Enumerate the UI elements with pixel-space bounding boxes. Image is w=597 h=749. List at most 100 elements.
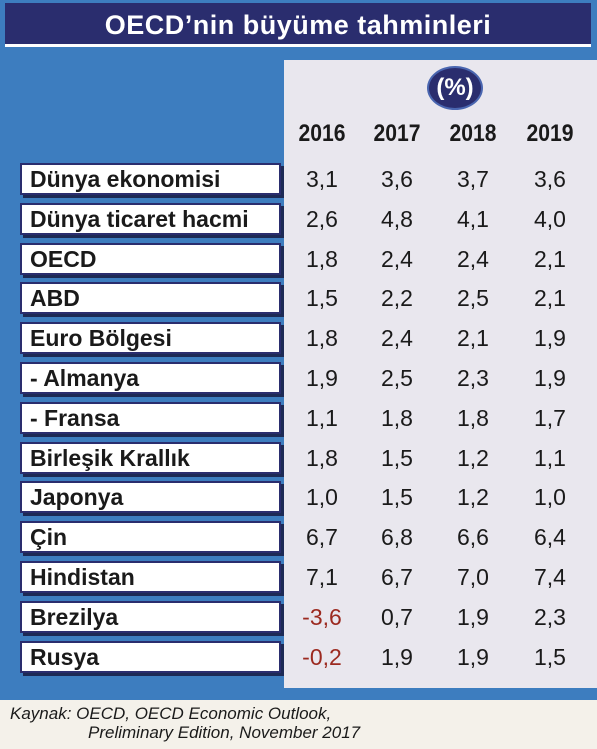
table-cell: 1,8 <box>381 404 413 431</box>
table-cell: 2,4 <box>381 245 413 272</box>
table-cell: 1,0 <box>534 484 566 511</box>
table-cell: 2,6 <box>306 205 338 232</box>
table-row: Birleşik Krallık 1,8 1,5 1,2 1,1 <box>0 439 597 479</box>
year-2018: 2018 <box>449 120 497 147</box>
table-cell: 6,8 <box>381 524 413 551</box>
source-note: Kaynak: OECD, OECD Economic Outlook, Pre… <box>10 704 360 742</box>
table-cell: 6,6 <box>457 524 489 551</box>
table-cell: 4,0 <box>534 205 566 232</box>
table-cell: 1,1 <box>534 444 566 471</box>
table-cell: 1,8 <box>306 325 338 352</box>
table-row: - Almanya 1,9 2,5 2,3 1,9 <box>0 359 597 399</box>
row-label-box: OECD <box>20 242 281 275</box>
row-label: Birleşik Krallık <box>30 444 190 471</box>
table-cell: 2,4 <box>457 245 489 272</box>
row-label: Rusya <box>30 643 100 670</box>
unit-badge: (%) <box>427 66 483 110</box>
table-row: ABD 1,5 2,2 2,5 2,1 <box>0 279 597 319</box>
row-label-box: Brezilya <box>20 600 281 633</box>
table-row: OECD 1,8 2,4 2,4 2,1 <box>0 240 597 280</box>
table-cell: 6,4 <box>534 524 566 551</box>
year-2016: 2016 <box>298 120 346 147</box>
table-cell: 2,5 <box>457 285 489 312</box>
row-label-box: Birleşik Krallık <box>20 441 281 474</box>
table-cell: 0,7 <box>381 603 413 630</box>
row-label-box: Çin <box>20 521 281 554</box>
row-label: ABD <box>30 285 80 312</box>
table-cell: 1,9 <box>534 325 566 352</box>
table-cell: 1,5 <box>534 643 566 670</box>
row-label: Brezilya <box>30 603 119 630</box>
row-label-box: Euro Bölgesi <box>20 322 281 355</box>
row-label-box: ABD <box>20 282 281 315</box>
table-cell: 1,9 <box>457 603 489 630</box>
table-cell: 1,9 <box>381 643 413 670</box>
table-cell: 4,1 <box>457 205 489 232</box>
table-row: - Fransa 1,1 1,8 1,8 1,7 <box>0 399 597 439</box>
row-label: Dünya ekonomisi <box>30 166 221 192</box>
table-row: Brezilya -3,6 0,7 1,9 2,3 <box>0 598 597 638</box>
year-2019: 2019 <box>526 120 574 147</box>
row-label-box: Rusya <box>20 640 281 673</box>
source-line-2: Preliminary Edition, November 2017 <box>88 723 361 742</box>
table-cell: 1,5 <box>381 444 413 471</box>
row-label: Hindistan <box>30 564 135 590</box>
row-label-box: Japonya <box>20 481 281 514</box>
table-cell: 1,8 <box>457 404 489 431</box>
table-cell: 1,9 <box>457 643 489 670</box>
table-cell: 6,7 <box>381 564 413 590</box>
table-cell: 3,6 <box>534 166 566 192</box>
row-label-box: - Almanya <box>20 362 281 394</box>
table-cell: 2,1 <box>534 285 566 312</box>
row-label: - Fransa <box>30 404 120 431</box>
table-row: Dünya ticaret hacmi 2,6 4,8 4,1 4,0 <box>0 200 597 240</box>
table-cell: 3,7 <box>457 166 489 192</box>
table-title: OECD’nin büyüme tahminleri <box>5 3 591 47</box>
table-cell: 2,1 <box>534 245 566 272</box>
table-cell: 1,8 <box>306 245 338 272</box>
table-cell: 1,7 <box>534 404 566 431</box>
row-label-box: Hindistan <box>20 561 281 593</box>
table-cell: 6,7 <box>306 524 338 551</box>
table-row: Rusya -0,2 1,9 1,9 1,5 <box>0 638 597 678</box>
table-cell: 3,1 <box>306 166 338 192</box>
table-cell: 1,9 <box>534 365 566 391</box>
table-cell: 1,1 <box>306 404 338 431</box>
table-cell: 2,3 <box>457 365 489 391</box>
table-cell: 1,2 <box>457 444 489 471</box>
table-cell: 7,0 <box>457 564 489 590</box>
row-label-box: - Fransa <box>20 401 281 434</box>
row-label: Japonya <box>30 484 124 511</box>
table-row: Dünya ekonomisi 3,1 3,6 3,7 3,6 <box>0 160 597 200</box>
data-panel <box>284 60 597 688</box>
table-cell: 2,2 <box>381 285 413 312</box>
table-cell: 4,8 <box>381 205 413 232</box>
source-line-1: Kaynak: OECD, OECD Economic Outlook, <box>10 704 332 723</box>
table-cell: 2,4 <box>381 325 413 352</box>
table-cell: 3,6 <box>381 166 413 192</box>
table-row: Euro Bölgesi 1,8 2,4 2,1 1,9 <box>0 319 597 359</box>
table-row: Çin 6,7 6,8 6,6 6,4 <box>0 518 597 558</box>
year-2017: 2017 <box>373 120 421 147</box>
row-label-box: Dünya ekonomisi <box>20 163 281 195</box>
table-cell: 7,4 <box>534 564 566 590</box>
row-label: Çin <box>30 524 68 551</box>
table-cell: -3,6 <box>302 603 342 630</box>
table-row: Hindistan 7,1 6,7 7,0 7,4 <box>0 558 597 598</box>
table-cell: 2,3 <box>534 603 566 630</box>
row-label: OECD <box>30 245 97 272</box>
row-label-box: Dünya ticaret hacmi <box>20 202 281 235</box>
table-cell: 1,9 <box>306 365 338 391</box>
table-cell: 1,2 <box>457 484 489 511</box>
table-cell: -0,2 <box>302 643 342 670</box>
table-cell: 1,8 <box>306 444 338 471</box>
row-label: Dünya ticaret hacmi <box>30 205 249 232</box>
table-cell: 2,5 <box>381 365 413 391</box>
table-row: Japonya 1,0 1,5 1,2 1,0 <box>0 478 597 518</box>
row-label: - Almanya <box>30 365 140 391</box>
table-cell: 1,0 <box>306 484 338 511</box>
table-cell: 7,1 <box>306 564 338 590</box>
table-cell: 2,1 <box>457 325 489 352</box>
table-cell: 1,5 <box>306 285 338 312</box>
table-cell: 1,5 <box>381 484 413 511</box>
